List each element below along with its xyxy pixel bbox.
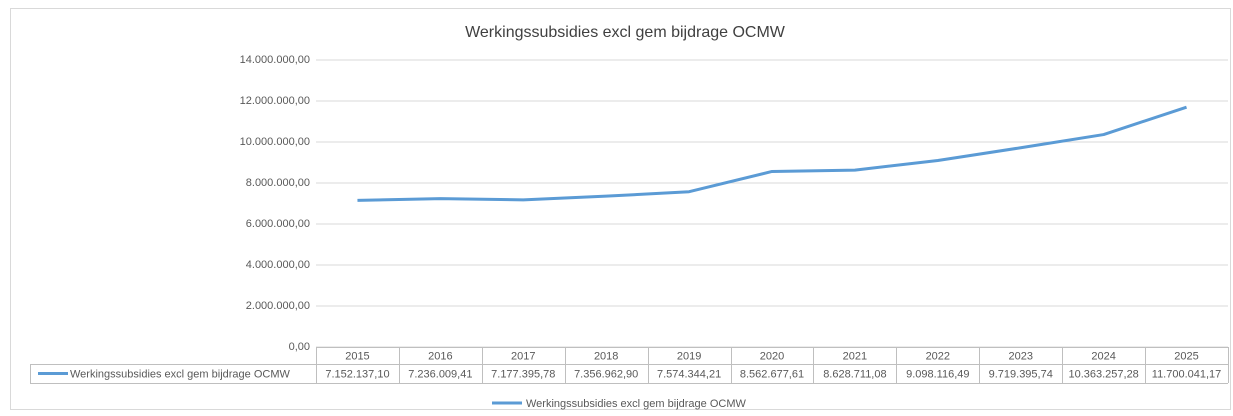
x-tick-label: 2016 xyxy=(428,350,452,362)
table-value: 7.236.009,41 xyxy=(408,368,472,380)
legend-label: Werkingssubsidies excl gem bijdrage OCMW xyxy=(526,398,746,410)
y-tick-label: 2.000.000,00 xyxy=(246,300,310,312)
table-value: 8.562.677,61 xyxy=(740,368,804,380)
x-tick-label: 2024 xyxy=(1091,350,1115,362)
table-value: 7.177.395,78 xyxy=(491,368,555,380)
y-tick-label: 0,00 xyxy=(289,341,310,353)
y-tick-label: 8.000.000,00 xyxy=(246,177,310,189)
x-tick-label: 2019 xyxy=(677,350,701,362)
x-tick-label: 2021 xyxy=(843,350,867,362)
y-tick-label: 14.000.000,00 xyxy=(240,54,310,66)
table-value: 7.152.137,10 xyxy=(325,368,389,380)
table-value: 8.628.711,08 xyxy=(823,368,886,380)
x-tick-label: 2015 xyxy=(345,350,369,362)
chart-title: Werkingssubsidies excl gem bijdrage OCMW xyxy=(465,24,786,41)
x-tick-label: 2025 xyxy=(1174,350,1198,362)
x-tick-label: 2018 xyxy=(594,350,618,362)
y-tick-label: 12.000.000,00 xyxy=(240,95,310,107)
table-value: 9.098.116,49 xyxy=(906,368,969,380)
table-value: 11.700.041,17 xyxy=(1152,368,1222,380)
y-tick-label: 6.000.000,00 xyxy=(246,218,310,230)
table-value: 7.356.962,90 xyxy=(574,368,638,380)
y-tick-label: 4.000.000,00 xyxy=(246,259,310,271)
table-value: 7.574.344,21 xyxy=(657,368,721,380)
x-tick-label: 2022 xyxy=(926,350,950,362)
table-value: 10.363.257,28 xyxy=(1068,368,1138,380)
chart-border xyxy=(10,8,1231,410)
y-tick-label: 10.000.000,00 xyxy=(240,136,310,148)
x-tick-label: 2020 xyxy=(760,350,784,362)
x-tick-label: 2017 xyxy=(511,350,535,362)
table-series-name: Werkingssubsidies excl gem bijdrage OCMW xyxy=(70,368,290,380)
x-tick-label: 2023 xyxy=(1008,350,1032,362)
data-line xyxy=(357,105,1188,202)
table-value: 9.719.395,74 xyxy=(989,368,1053,380)
